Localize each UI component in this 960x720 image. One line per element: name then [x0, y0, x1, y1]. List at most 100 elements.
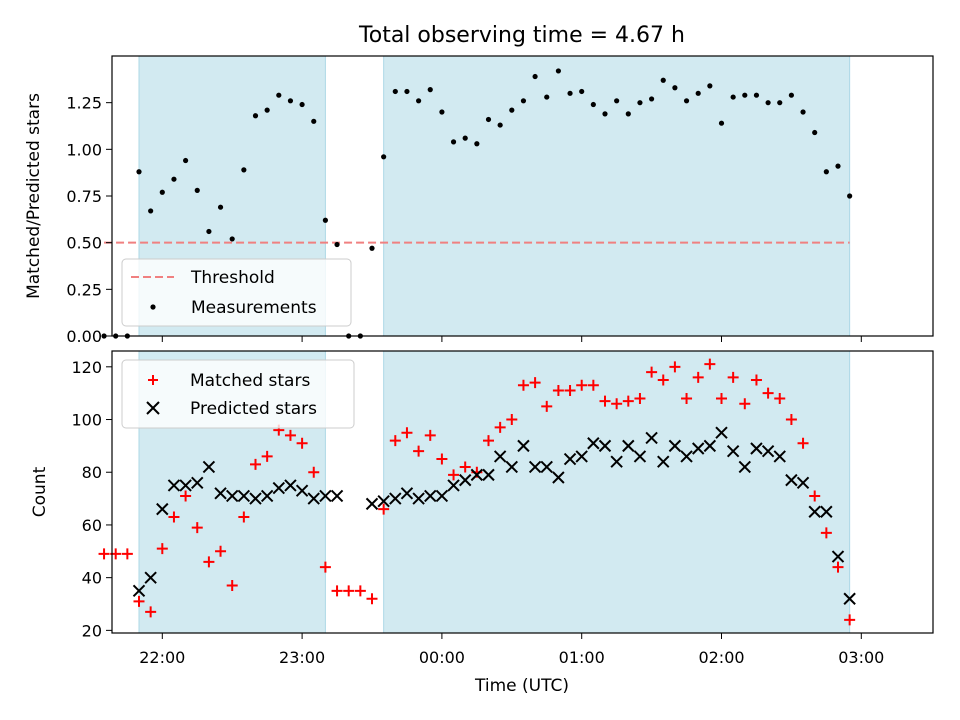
matched-star-point — [832, 561, 844, 573]
measurement-point — [252, 113, 259, 119]
top-xticks-layer — [161, 336, 862, 342]
measurement-point — [544, 94, 550, 100]
bottom-xticks-layer: 22:00 23:00 00:00 01:00 02:00 03:00 — [139, 633, 884, 667]
bottom-y-axis-label: Count — [30, 466, 50, 517]
xtick-label: 01:00 — [559, 648, 605, 667]
top-ytick-label: 1.00 — [66, 140, 102, 159]
matched-star-point — [506, 414, 518, 426]
matched-star-point — [250, 458, 261, 470]
measurement-point — [450, 139, 457, 145]
measurement-point — [625, 111, 631, 117]
predicted-star-point — [552, 471, 565, 484]
predicted-star-point — [307, 492, 320, 505]
measurement-point — [439, 109, 445, 115]
predicted-star-point — [191, 476, 204, 489]
matched-star-point — [611, 398, 623, 410]
top-yticks-layer: 0.00 0.25 0.50 0.75 1.00 1.25 — [66, 94, 112, 346]
measurement-point — [800, 109, 806, 115]
matched-star-point — [587, 379, 599, 391]
matched-star-point — [413, 445, 425, 457]
measurement-point — [812, 129, 818, 136]
matched-star-point — [599, 395, 611, 407]
matched-star-point — [552, 385, 564, 397]
predicted-star-point — [505, 460, 519, 474]
matched-star-point — [378, 503, 390, 515]
predicted-star-point — [785, 473, 798, 487]
predicted-star-point — [563, 452, 577, 466]
xtick-label: 23:00 — [279, 648, 325, 667]
top-ytick-label: 0.50 — [66, 234, 102, 253]
measurement-point — [509, 107, 515, 113]
matched-star-point — [191, 522, 203, 534]
matched-star-point — [238, 511, 250, 523]
predicted-star-point — [470, 468, 484, 482]
matched-star-point — [424, 429, 436, 441]
bottom-observing-window-1 — [383, 350, 851, 634]
predicted-star-point — [773, 450, 786, 463]
top-legend: Threshold Measurements — [121, 258, 352, 327]
matched-star-point — [121, 548, 133, 560]
measurement-point — [555, 68, 562, 74]
top-ytick-label: 0.00 — [66, 327, 102, 346]
matched-star-point — [564, 385, 576, 397]
predicted-star-point — [482, 468, 495, 482]
matched-star-point — [692, 371, 704, 383]
predicted-star-point — [400, 487, 414, 500]
matched-star-point — [727, 371, 739, 383]
predicted-star-point — [132, 584, 146, 598]
matched-star-point — [401, 427, 413, 439]
measurement-point — [369, 245, 375, 251]
predicted-star-point — [295, 484, 309, 497]
predicted-star-point — [726, 444, 740, 458]
predicted-star-point — [156, 502, 169, 516]
measurement-point — [159, 189, 165, 195]
measurement-point — [847, 193, 853, 199]
predicted-star-point — [179, 479, 192, 492]
measurement-point — [718, 120, 725, 126]
measurement-point — [590, 101, 596, 108]
measurement-point — [474, 141, 480, 147]
predicted-star-point — [214, 487, 227, 500]
predicted-star-point — [622, 439, 635, 453]
predicted-star-point — [167, 479, 181, 492]
measurement-point — [392, 88, 398, 95]
matched-star-point — [156, 543, 168, 555]
chart-title: Total observing time = 4.67 h — [358, 23, 685, 48]
predicted-star-point — [843, 592, 856, 605]
measurement-point — [637, 100, 643, 106]
bottom-legend-box — [121, 359, 355, 429]
measurement-point — [183, 157, 189, 164]
matched-star-point — [366, 593, 378, 605]
legend-matched-swatch — [148, 375, 158, 385]
measurement-point — [217, 204, 224, 210]
predicted-star-point — [528, 460, 542, 474]
matched-star-point — [436, 453, 448, 465]
measurement-point — [579, 88, 585, 95]
matched-star-point — [284, 429, 296, 441]
measurement-point — [206, 228, 212, 235]
xtick-label: 03:00 — [838, 648, 884, 667]
predicted-star-point — [365, 497, 379, 511]
predicted-star-point — [761, 444, 775, 458]
predicted-star-point — [645, 431, 658, 445]
measurement-point — [101, 333, 107, 339]
measurement-point — [148, 208, 154, 214]
measurement-point — [311, 118, 317, 124]
legend-matched-label: Matched stars — [190, 371, 310, 391]
bottom-axes-frame — [111, 350, 934, 634]
legend-measurements-swatch — [150, 304, 156, 310]
matched-star-point — [820, 527, 832, 539]
matched-star-point — [529, 377, 541, 389]
predicted-star-point — [575, 450, 588, 463]
top-ytick-label: 1.25 — [66, 94, 102, 113]
measurement-point — [171, 176, 177, 182]
matched-star-point — [308, 466, 320, 478]
predicted-star-point — [738, 460, 752, 474]
top-ytick-label: 0.75 — [66, 187, 102, 206]
predicted-star-point — [458, 473, 472, 487]
predicted-star-point — [598, 439, 612, 453]
measurement-point — [835, 163, 841, 169]
matched-star-point — [389, 435, 401, 447]
legend-predicted-label: Predicted stars — [190, 399, 317, 419]
matched-star-point — [226, 580, 238, 592]
